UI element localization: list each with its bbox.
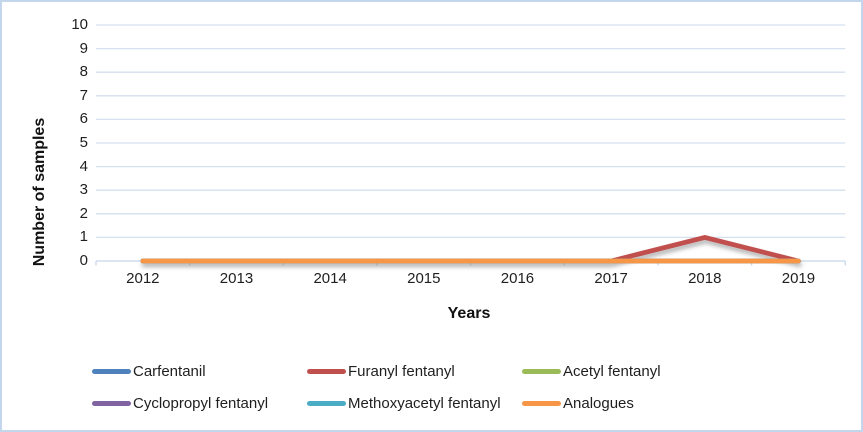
legend-marker (92, 400, 131, 406)
legend-label: Acetyl fentanyl (563, 362, 661, 380)
legend-label: Analogues (563, 394, 634, 412)
y-tick-label: 4 (79, 157, 88, 175)
y-tick-label: 10 (71, 16, 88, 33)
y-tick-label: 8 (79, 63, 88, 81)
legend-label: Methoxyacetyl fentanyl (348, 394, 501, 412)
legend-item-acetyl-fentanyl: Acetyl fentanyl (522, 362, 661, 380)
series-lines (140, 235, 801, 264)
y-tick-label: 5 (79, 134, 88, 151)
y-tick-label: 9 (79, 39, 88, 57)
x-tick-label: 2013 (219, 270, 254, 287)
y-tick-label: 0 (79, 252, 88, 269)
legend-item-analogues: Analogues (522, 394, 634, 412)
legend-label: Carfentanil (133, 362, 206, 380)
legend-marker (522, 400, 561, 406)
x-tick-label: 2014 (313, 270, 347, 287)
legend-label: Furanyl fentanyl (348, 362, 455, 380)
x-tick-label: 2019 (781, 270, 816, 287)
legend-item-furanyl-fentanyl: Furanyl fentanyl (307, 362, 455, 380)
x-tick-label: 2015 (407, 270, 441, 287)
legend-item-cyclopropyl-fentanyl: Cyclopropyl fentanyl (92, 394, 268, 412)
y-tick-label: 2 (79, 204, 88, 222)
y-tick-label: 6 (79, 110, 88, 128)
legend-marker (522, 368, 561, 374)
y-tick-label: 1 (79, 228, 88, 246)
x-axis-title: Years (447, 305, 491, 322)
gridlines (96, 24, 846, 239)
legend-item-carfentanil: Carfentanil (92, 362, 206, 380)
x-tick-label: 2017 (594, 270, 628, 287)
legend-marker (307, 368, 346, 374)
legend-marker (92, 368, 131, 374)
y-axis-title: Number of samples (31, 117, 48, 267)
x-tick-label: 2018 (688, 270, 722, 287)
legend-item-methoxyacetyl-fentanyl: Methoxyacetyl fentanyl (307, 394, 501, 412)
x-tick-label: 2016 (500, 270, 535, 287)
x-tick-label: 2012 (126, 270, 160, 287)
legend-marker (307, 400, 346, 406)
y-tick-label: 3 (79, 181, 88, 199)
legend-label: Cyclopropyl fentanyl (133, 394, 269, 412)
y-tick-label: 7 (79, 86, 88, 104)
series-line-1 (140, 235, 801, 264)
plot-area (95, 24, 846, 266)
